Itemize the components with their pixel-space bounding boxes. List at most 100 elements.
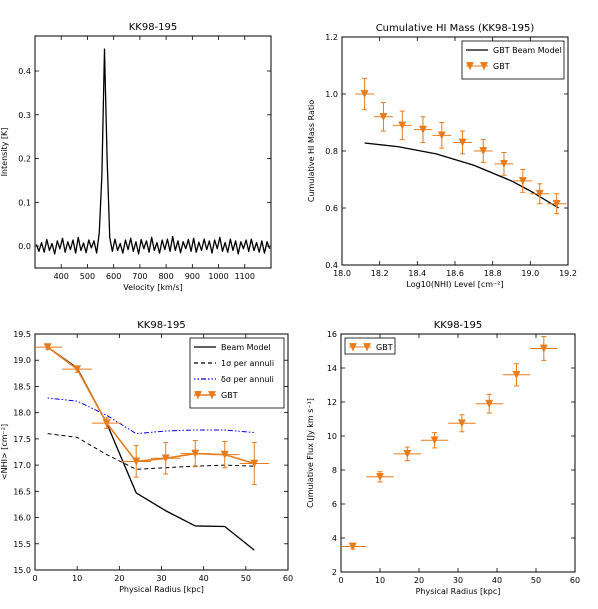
x-tick-label: 50 <box>531 576 541 585</box>
data-point <box>392 110 412 141</box>
data-point <box>35 343 63 352</box>
x-tick-label: 18.4 <box>408 269 426 278</box>
legend: GBT <box>344 337 396 355</box>
y-tick-label: 8 <box>332 466 337 475</box>
y-tick-label: 2 <box>332 568 337 577</box>
y-tick-label: 1.2 <box>325 33 338 42</box>
point-marker <box>418 125 427 134</box>
y-tick-label: 12 <box>327 398 337 407</box>
point-marker <box>479 147 488 156</box>
y-tick-label: 19.0 <box>13 356 31 365</box>
data-layer <box>35 48 271 255</box>
point-marker <box>499 159 508 168</box>
x-tick-label: 500 <box>80 272 95 281</box>
y-tick-label: 19.5 <box>13 330 31 339</box>
legend-box <box>461 40 565 80</box>
data-point <box>366 471 394 483</box>
x-tick-label: 900 <box>185 272 200 281</box>
data-point <box>448 414 476 433</box>
data-layer <box>341 336 558 551</box>
legend-marker <box>362 343 372 352</box>
x-tick-label: 50 <box>241 574 251 583</box>
x-tick-label: 60 <box>570 576 580 585</box>
point-marker <box>161 454 170 463</box>
x-tick-label: 400 <box>54 272 69 281</box>
legend-label: GBT Beam Model <box>493 46 562 55</box>
data-point <box>341 542 367 551</box>
data-point <box>453 130 472 155</box>
point-marker <box>398 121 407 130</box>
data-point <box>239 442 270 486</box>
series-line <box>35 48 271 255</box>
data-layer <box>355 77 567 215</box>
y-tick-label: 0.1 <box>18 198 31 207</box>
legend-entry: GBT <box>193 391 238 400</box>
data-point <box>530 183 550 205</box>
y-tick-label: 0.4 <box>18 67 31 76</box>
legend-label: GBT <box>376 343 393 352</box>
legend-marker <box>207 391 217 400</box>
series-line <box>364 142 559 209</box>
y-tick-label: 15.0 <box>13 566 31 575</box>
y-tick-label: 16 <box>327 330 337 339</box>
x-tick-label: 10 <box>72 574 82 583</box>
point-marker <box>457 419 466 428</box>
data-point <box>393 446 421 462</box>
y-tick-label: 17.0 <box>13 461 31 470</box>
data-point <box>473 139 493 163</box>
plot-area <box>34 35 272 269</box>
point-marker <box>552 199 561 208</box>
legend-label: 1σ per annuli <box>221 359 274 368</box>
x-tick-label: 600 <box>106 272 121 281</box>
data-point <box>502 363 531 387</box>
point-marker <box>518 177 527 186</box>
data-point <box>547 193 567 215</box>
data-point <box>62 365 92 374</box>
x-tick-label: 800 <box>158 272 173 281</box>
x-tick-label: 19.0 <box>521 269 539 278</box>
y-tick-label: 0.0 <box>18 242 31 251</box>
x-tick-label: 1100 <box>235 272 255 281</box>
x-tick-label: 19.2 <box>559 269 577 278</box>
legend-marker <box>465 62 475 71</box>
legend-marker <box>479 62 489 71</box>
y-tick-label: 10 <box>327 432 337 441</box>
series-line <box>47 397 255 435</box>
point-marker <box>220 450 229 459</box>
chart-title: KK98-195 <box>137 320 186 331</box>
legend-entry: GBT Beam Model <box>466 46 562 55</box>
y-tick-label: 16.0 <box>13 514 31 523</box>
legend-label: δσ per annuli <box>221 375 274 384</box>
data-point <box>475 393 503 414</box>
point-marker <box>535 189 544 198</box>
data-point <box>180 439 210 468</box>
y-axis-label: Intensity [K] <box>0 128 9 177</box>
point-marker <box>539 344 548 353</box>
x-tick-label: 20 <box>114 574 124 583</box>
chart-title: KK98-195 <box>434 320 483 331</box>
point-marker <box>73 365 82 374</box>
data-point <box>530 336 558 361</box>
y-tick-label: 6 <box>332 500 337 509</box>
x-tick-label: 20 <box>414 576 424 585</box>
y-tick-label: 0.8 <box>325 147 338 156</box>
data-point <box>91 417 122 429</box>
legend-entry: δσ per annuli <box>194 375 274 384</box>
point-marker <box>375 472 385 481</box>
y-tick-label: 14 <box>327 364 337 373</box>
x-tick-label: 700 <box>132 272 147 281</box>
chart-title: Cumulative HI Mass (KK98-195) <box>376 23 535 34</box>
legend-marker <box>348 343 358 352</box>
legend: Beam Model 1σ per annuli δσ per annuli GBT <box>189 337 285 409</box>
y-tick-label: 4 <box>332 534 337 543</box>
point-marker <box>250 459 259 468</box>
point-marker <box>43 343 52 352</box>
legend-label: GBT <box>493 62 510 71</box>
point-marker <box>348 542 357 551</box>
x-tick-label: 0 <box>32 574 37 583</box>
data-point <box>432 122 452 149</box>
point-marker <box>403 450 412 459</box>
point-marker <box>191 449 200 458</box>
point-marker <box>360 90 369 99</box>
